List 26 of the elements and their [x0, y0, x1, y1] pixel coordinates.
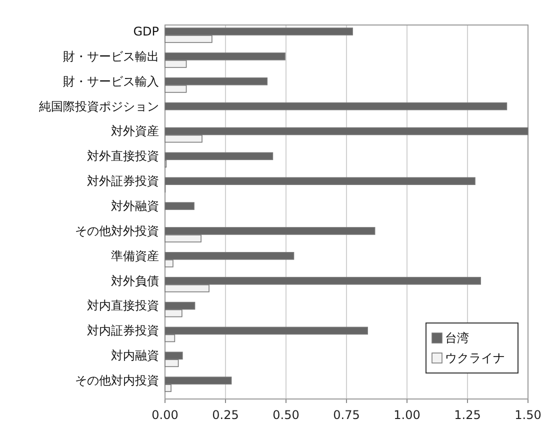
y-tick-label: 財・サービス輸出 — [63, 49, 159, 64]
y-tick-label: 対内証券投資 — [87, 324, 159, 338]
y-tick-label: 対外直接投資 — [87, 149, 159, 164]
y-tick-label: その他対内投資 — [75, 374, 159, 388]
x-tick-label: 1.25 — [454, 408, 481, 422]
y-tick-label: その他対外投資 — [75, 224, 159, 238]
x-tick-label: 0.00 — [152, 408, 178, 422]
bar — [164, 202, 194, 210]
legend-label: ウクライナ — [445, 351, 505, 365]
y-tick-label: 準備資産 — [111, 248, 159, 263]
y-tick-label: 財・サービス輸入 — [63, 74, 159, 88]
y-tick-label: 対外融資 — [111, 199, 159, 213]
x-tick-label: 1.00 — [394, 408, 420, 422]
x-tick-label: 1.50 — [514, 408, 542, 422]
y-tick-label: 対内融資 — [111, 348, 159, 363]
bar — [164, 102, 508, 110]
y-tick-label: 対外証券投資 — [87, 174, 159, 188]
x-tick-label: 0.50 — [272, 408, 300, 422]
y-tick-label: GDP — [133, 24, 159, 38]
y-tick-label: 純国際投資ポジション — [39, 99, 159, 114]
x-tick-label: 0.75 — [333, 408, 360, 422]
y-tick-label: 対外資産 — [111, 124, 159, 138]
y-tick-label: 対内直接投資 — [87, 298, 159, 313]
y-tick-label: 対外負債 — [111, 274, 159, 288]
x-tick-label: 0.25 — [212, 408, 239, 422]
legend-label: 台湾 — [445, 331, 469, 345]
